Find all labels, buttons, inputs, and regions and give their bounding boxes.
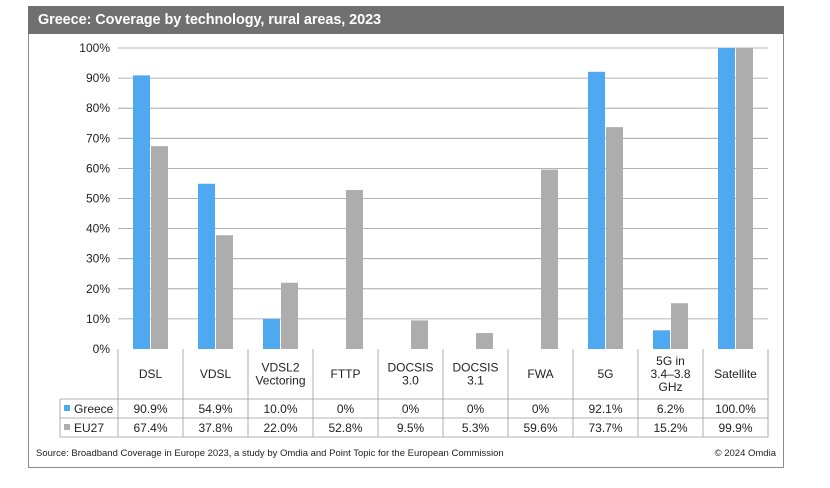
y-tick-label: 90% — [86, 71, 110, 85]
bar-eu27 — [281, 282, 298, 349]
y-tick-label: 70% — [86, 131, 110, 145]
category-label: FWA — [527, 367, 553, 381]
data-label: 6.2% — [657, 402, 685, 416]
data-label: 73.7% — [588, 421, 622, 435]
y-tick-label: 60% — [86, 161, 110, 175]
category-label: VDSL2 — [261, 361, 299, 375]
copyright-note: © 2024 Omdia — [714, 448, 776, 459]
data-label: 22.0% — [263, 421, 297, 435]
bar-eu27 — [606, 127, 623, 350]
data-label: 90.9% — [133, 402, 167, 416]
category-label: Satellite — [714, 367, 757, 381]
data-label: 0% — [532, 402, 550, 416]
category-label: FTTP — [331, 367, 361, 381]
bar-greece — [198, 183, 215, 349]
bar-eu27 — [541, 169, 558, 349]
category-label: 5G in — [656, 354, 685, 368]
legend-label-greece: Greece — [74, 402, 114, 416]
bar-eu27 — [476, 333, 493, 349]
title-bar: Greece: Coverage by technology, rural ar… — [28, 6, 784, 34]
bar-eu27 — [736, 48, 753, 350]
bar-eu27 — [411, 320, 428, 349]
data-label: 59.6% — [523, 421, 557, 435]
data-label: 37.8% — [198, 421, 232, 435]
category-label: VDSL — [200, 367, 232, 381]
y-tick-label: 30% — [86, 252, 110, 266]
y-tick-label: 20% — [86, 282, 110, 296]
y-tick-label: 0% — [93, 342, 111, 356]
category-label: 3.4–3.8 — [650, 367, 690, 381]
bar-greece — [133, 75, 150, 350]
y-tick-label: 10% — [86, 312, 110, 326]
bar-greece — [263, 318, 280, 349]
category-label: GHz — [659, 380, 683, 394]
legend-label-eu27: EU27 — [74, 421, 104, 435]
bar-greece — [718, 48, 735, 349]
legend-swatch-greece — [64, 405, 70, 411]
data-label: 10.0% — [263, 402, 297, 416]
legend-swatch-eu27 — [64, 424, 70, 430]
data-label: 0% — [467, 402, 485, 416]
chart-title: Greece: Coverage by technology, rural ar… — [38, 12, 381, 28]
category-label: 5G — [597, 367, 613, 381]
bar-eu27 — [346, 190, 363, 349]
category-label: DSL — [139, 367, 163, 381]
category-label: DOCSIS — [387, 361, 433, 375]
y-tick-label: 100% — [79, 41, 110, 55]
data-label: 54.9% — [198, 402, 232, 416]
category-label: DOCSIS — [452, 361, 498, 375]
category-label: 3.1 — [467, 374, 484, 388]
data-label: 5.3% — [462, 421, 490, 435]
data-label: 0% — [337, 402, 355, 416]
category-label: 3.0 — [402, 374, 419, 388]
category-label: Vectoring — [255, 374, 305, 388]
data-label: 9.5% — [397, 421, 425, 435]
y-tick-label: 80% — [86, 101, 110, 115]
data-label: 99.9% — [718, 421, 752, 435]
bar-greece — [653, 330, 670, 349]
bar-greece — [588, 71, 605, 350]
y-tick-label: 50% — [86, 192, 110, 206]
data-label: 0% — [402, 402, 420, 416]
data-label: 15.2% — [653, 421, 687, 435]
data-label: 100.0% — [715, 402, 756, 416]
bar-eu27 — [671, 303, 688, 349]
y-tick-label: 40% — [86, 222, 110, 236]
bar-eu27 — [151, 146, 168, 349]
source-note: Source: Broadband Coverage in Europe 202… — [36, 448, 504, 459]
bar-eu27 — [216, 235, 233, 349]
data-label: 67.4% — [133, 421, 167, 435]
data-label: 52.8% — [328, 421, 362, 435]
data-label: 92.1% — [588, 402, 622, 416]
